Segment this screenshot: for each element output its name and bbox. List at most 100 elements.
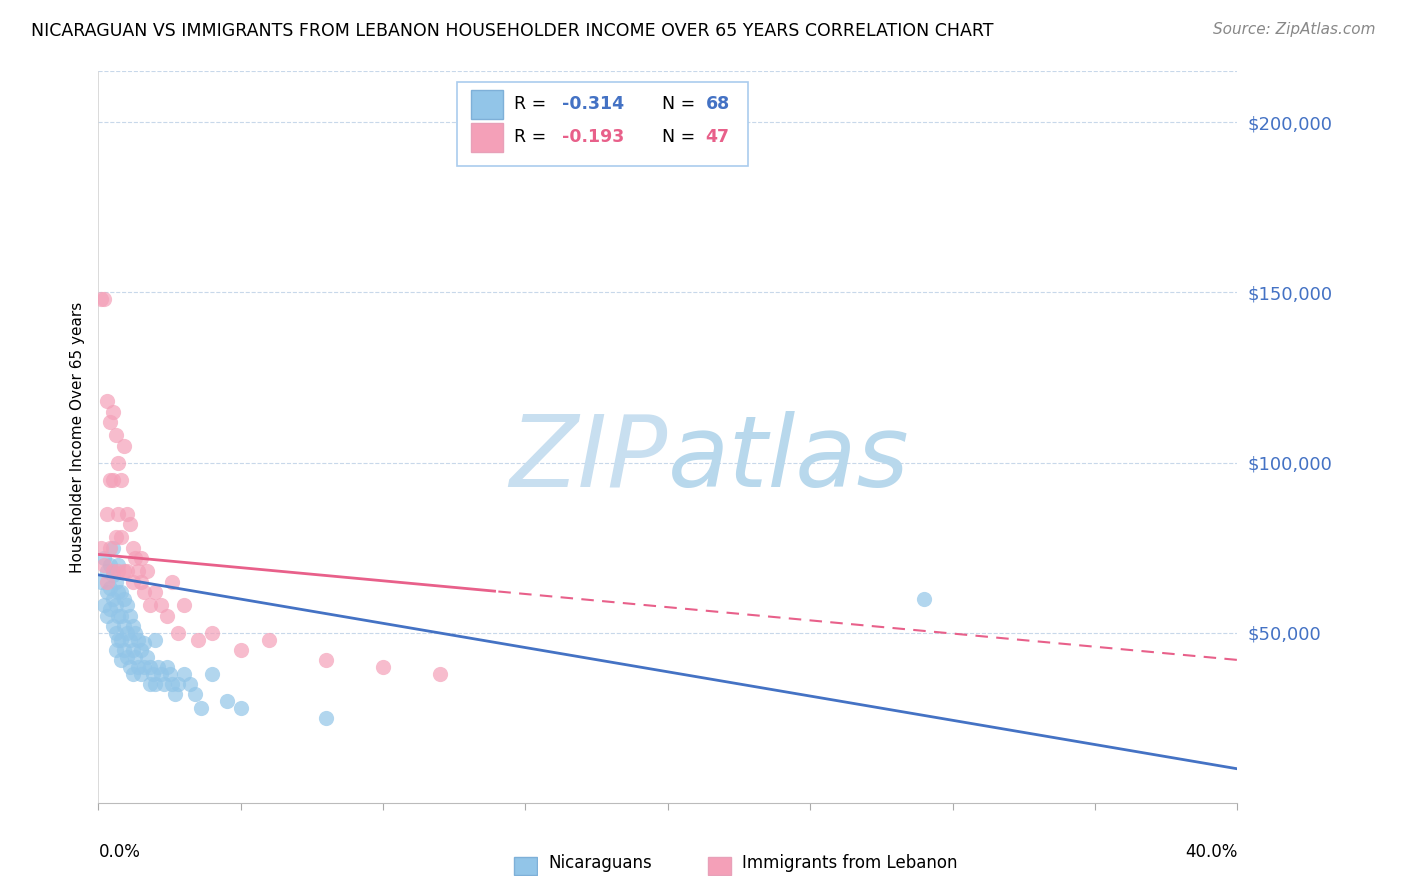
Point xyxy=(429,666,451,681)
Point xyxy=(124,649,146,664)
Point xyxy=(112,439,135,453)
Point xyxy=(129,642,152,657)
Text: Nicaraguans: Nicaraguans xyxy=(548,855,652,872)
Point xyxy=(104,599,127,613)
Point xyxy=(98,602,121,616)
Point xyxy=(127,659,149,673)
Point xyxy=(115,599,138,613)
Point xyxy=(107,565,129,579)
Point xyxy=(107,558,129,572)
Text: ZIP: ZIP xyxy=(509,410,668,508)
Point xyxy=(912,591,935,606)
Point xyxy=(93,550,115,565)
Point xyxy=(107,456,129,470)
Text: -0.193: -0.193 xyxy=(562,128,624,146)
Point xyxy=(135,565,157,579)
Point xyxy=(129,666,152,681)
Point xyxy=(138,599,160,613)
Point xyxy=(201,625,224,640)
Point xyxy=(150,599,173,613)
Point xyxy=(124,625,146,640)
Point xyxy=(110,473,132,487)
Point xyxy=(112,619,135,633)
Point xyxy=(179,677,201,691)
Point xyxy=(132,636,155,650)
Point xyxy=(315,653,337,667)
Point xyxy=(153,677,176,691)
Point xyxy=(145,632,167,647)
Bar xyxy=(471,122,503,152)
Point xyxy=(118,608,141,623)
Point xyxy=(96,507,118,521)
Point xyxy=(90,541,112,555)
Point xyxy=(229,642,252,657)
Point xyxy=(201,666,224,681)
Point xyxy=(159,666,181,681)
Point xyxy=(115,625,138,640)
Point xyxy=(93,293,115,307)
Point xyxy=(96,394,118,409)
Point xyxy=(110,531,132,545)
Point xyxy=(107,585,129,599)
Point xyxy=(101,567,124,582)
Point xyxy=(138,659,160,673)
Point xyxy=(98,415,121,429)
Point xyxy=(104,531,127,545)
Point xyxy=(162,574,184,589)
Point xyxy=(115,565,138,579)
Point xyxy=(101,565,124,579)
Point xyxy=(127,565,149,579)
Point xyxy=(98,558,121,572)
Text: Immigrants from Lebanon: Immigrants from Lebanon xyxy=(742,855,957,872)
Point xyxy=(259,632,281,647)
Point xyxy=(121,642,143,657)
Point xyxy=(110,653,132,667)
Point xyxy=(373,659,395,673)
Point xyxy=(124,550,146,565)
Text: -0.314: -0.314 xyxy=(562,95,624,113)
Point xyxy=(148,659,170,673)
Point xyxy=(115,649,138,664)
Text: atlas: atlas xyxy=(668,410,910,508)
Point xyxy=(190,700,212,714)
Text: Source: ZipAtlas.com: Source: ZipAtlas.com xyxy=(1212,22,1375,37)
Point xyxy=(101,404,124,418)
Point xyxy=(104,574,127,589)
Point xyxy=(107,507,129,521)
Point xyxy=(110,608,132,623)
Point xyxy=(129,550,152,565)
Point xyxy=(162,677,184,691)
Point xyxy=(132,585,155,599)
Point xyxy=(315,711,337,725)
Text: 0.0%: 0.0% xyxy=(98,843,141,861)
Point xyxy=(118,632,141,647)
Point xyxy=(145,677,167,691)
Point xyxy=(118,516,141,531)
Point xyxy=(96,585,118,599)
Text: N =: N = xyxy=(651,95,700,113)
Point xyxy=(96,565,118,579)
Point xyxy=(118,659,141,673)
Point xyxy=(110,585,132,599)
Point xyxy=(121,619,143,633)
Point xyxy=(156,659,179,673)
Point xyxy=(165,687,187,701)
Point xyxy=(156,608,179,623)
Point xyxy=(129,574,152,589)
Point xyxy=(167,677,190,691)
Text: 68: 68 xyxy=(706,95,730,113)
Text: R =: R = xyxy=(515,95,551,113)
Point xyxy=(184,687,207,701)
Point xyxy=(112,591,135,606)
Point xyxy=(138,677,160,691)
Point xyxy=(107,608,129,623)
Y-axis label: Householder Income Over 65 years: Householder Income Over 65 years xyxy=(69,301,84,573)
Point xyxy=(101,591,124,606)
Point xyxy=(93,599,115,613)
Point xyxy=(104,625,127,640)
Point xyxy=(112,565,135,579)
Point xyxy=(90,293,112,307)
Point xyxy=(101,541,124,555)
Point xyxy=(98,473,121,487)
Point xyxy=(104,428,127,442)
